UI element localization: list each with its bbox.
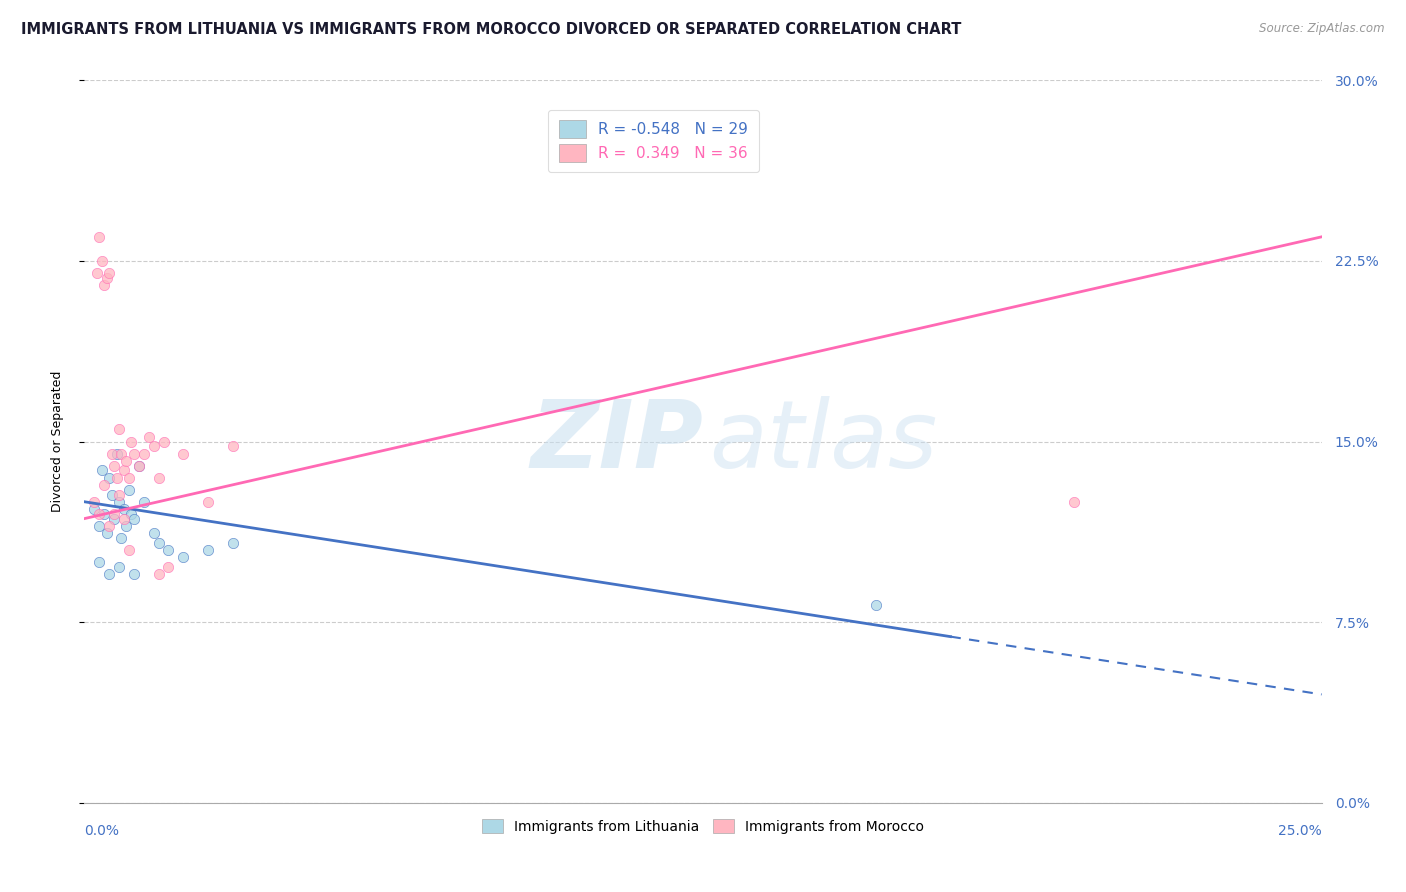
Text: atlas: atlas <box>709 396 938 487</box>
Point <box>138 430 160 444</box>
Point <box>90 463 112 477</box>
Point <box>96 270 118 285</box>
Point <box>89 507 111 521</box>
Point <box>100 446 122 460</box>
Point <box>93 507 115 521</box>
Point <box>197 494 219 508</box>
Point <box>108 487 131 501</box>
Point <box>98 266 121 280</box>
Point <box>98 567 121 582</box>
Point <box>118 471 141 485</box>
Text: IMMIGRANTS FROM LITHUANIA VS IMMIGRANTS FROM MOROCCO DIVORCED OR SEPARATED CORRE: IMMIGRANTS FROM LITHUANIA VS IMMIGRANTS … <box>21 22 962 37</box>
Point <box>103 507 125 521</box>
Point <box>128 458 150 473</box>
Y-axis label: Divorced or Separated: Divorced or Separated <box>51 371 63 512</box>
Point <box>222 535 245 549</box>
Point <box>865 599 887 613</box>
Point <box>132 446 155 460</box>
Point <box>122 446 145 460</box>
Point <box>157 559 180 574</box>
Point <box>148 535 170 549</box>
Point <box>110 446 132 460</box>
Text: ZIP: ZIP <box>530 395 703 488</box>
Point <box>89 555 111 569</box>
Point <box>112 463 135 477</box>
Point <box>128 458 150 473</box>
Point <box>148 471 170 485</box>
Point <box>93 278 115 293</box>
Point <box>112 502 135 516</box>
Point <box>89 230 111 244</box>
Point <box>197 542 219 557</box>
Point <box>89 519 111 533</box>
Point <box>122 511 145 525</box>
Point <box>83 502 105 516</box>
Text: 0.0%: 0.0% <box>84 824 120 838</box>
Point <box>148 567 170 582</box>
Point <box>222 439 245 453</box>
Point <box>90 253 112 268</box>
Point <box>120 434 142 449</box>
Point <box>108 423 131 437</box>
Point <box>115 519 138 533</box>
Text: 25.0%: 25.0% <box>1278 824 1322 838</box>
Point <box>152 434 174 449</box>
Point <box>108 494 131 508</box>
Point <box>132 494 155 508</box>
Point <box>100 487 122 501</box>
Point <box>103 511 125 525</box>
Point <box>96 526 118 541</box>
Point <box>98 519 121 533</box>
Point <box>110 531 132 545</box>
Point <box>142 439 165 453</box>
Point <box>112 511 135 525</box>
Point <box>98 471 121 485</box>
Point <box>142 526 165 541</box>
Point <box>83 494 105 508</box>
Point <box>157 542 180 557</box>
Point <box>108 559 131 574</box>
Text: Source: ZipAtlas.com: Source: ZipAtlas.com <box>1260 22 1385 36</box>
Point <box>118 542 141 557</box>
Point <box>172 446 194 460</box>
Legend: Immigrants from Lithuania, Immigrants from Morocco: Immigrants from Lithuania, Immigrants fr… <box>477 814 929 839</box>
Point <box>122 567 145 582</box>
Point <box>118 483 141 497</box>
Point <box>115 454 138 468</box>
Point <box>1063 494 1085 508</box>
Point <box>105 471 128 485</box>
Point <box>120 507 142 521</box>
Point <box>93 478 115 492</box>
Point <box>172 550 194 565</box>
Point <box>103 458 125 473</box>
Point <box>105 446 128 460</box>
Point <box>86 266 108 280</box>
